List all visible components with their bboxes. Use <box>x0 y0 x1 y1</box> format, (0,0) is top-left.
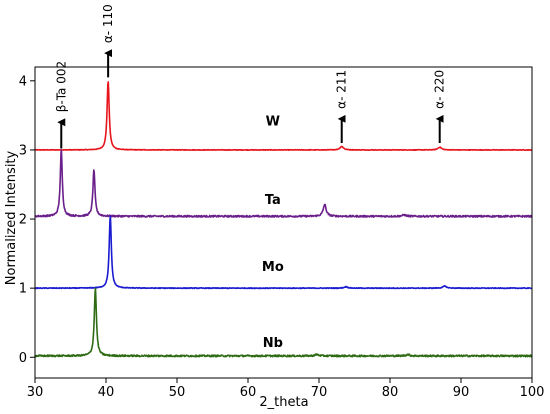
y-tick-label: 0 <box>19 351 27 366</box>
plot-area <box>35 67 532 378</box>
x-tick-label: 60 <box>240 385 257 400</box>
x-tick-label: 30 <box>27 385 44 400</box>
annotation-label: α- 211 <box>335 70 349 109</box>
series-line-mo <box>34 215 533 290</box>
x-tick-label: 80 <box>382 385 399 400</box>
series-label-nb: Nb <box>263 336 283 351</box>
annotations: α- 110 β-Ta 002 α- 211 α- 220 <box>54 4 447 149</box>
series-line-w <box>34 81 533 151</box>
series-labels: W Ta Mo Nb <box>262 115 284 351</box>
y-tick-label: 2 <box>19 213 27 228</box>
x-tick-label: 40 <box>98 385 115 400</box>
x-tick-label: 70 <box>311 385 328 400</box>
series-line-ta <box>34 149 533 218</box>
annotation-label: α- 110 <box>101 4 115 43</box>
series-label-mo: Mo <box>262 260 284 275</box>
y-tick-label: 4 <box>19 74 27 89</box>
axes: 30 40 50 60 70 80 90 100 0 1 2 3 4 <box>19 66 545 400</box>
series-layer <box>34 81 533 358</box>
y-axis-title: Normalized Intensity <box>4 150 19 285</box>
y-tick-label: 1 <box>19 282 27 297</box>
series-label-ta: Ta <box>265 193 281 208</box>
y-tick-label: 3 <box>19 143 27 158</box>
plot-frame <box>34 66 533 379</box>
annotation-label: β-Ta 002 <box>54 61 68 112</box>
series-label-w: W <box>266 115 280 130</box>
plot-background <box>35 67 532 378</box>
x-tick-label: 100 <box>520 385 545 400</box>
annotation-label: α- 220 <box>433 70 447 109</box>
x-tick-label: 50 <box>169 385 186 400</box>
series-line-nb <box>34 287 533 358</box>
x-axis-title: 2_theta <box>259 395 308 410</box>
x-tick-label: 90 <box>453 385 470 400</box>
